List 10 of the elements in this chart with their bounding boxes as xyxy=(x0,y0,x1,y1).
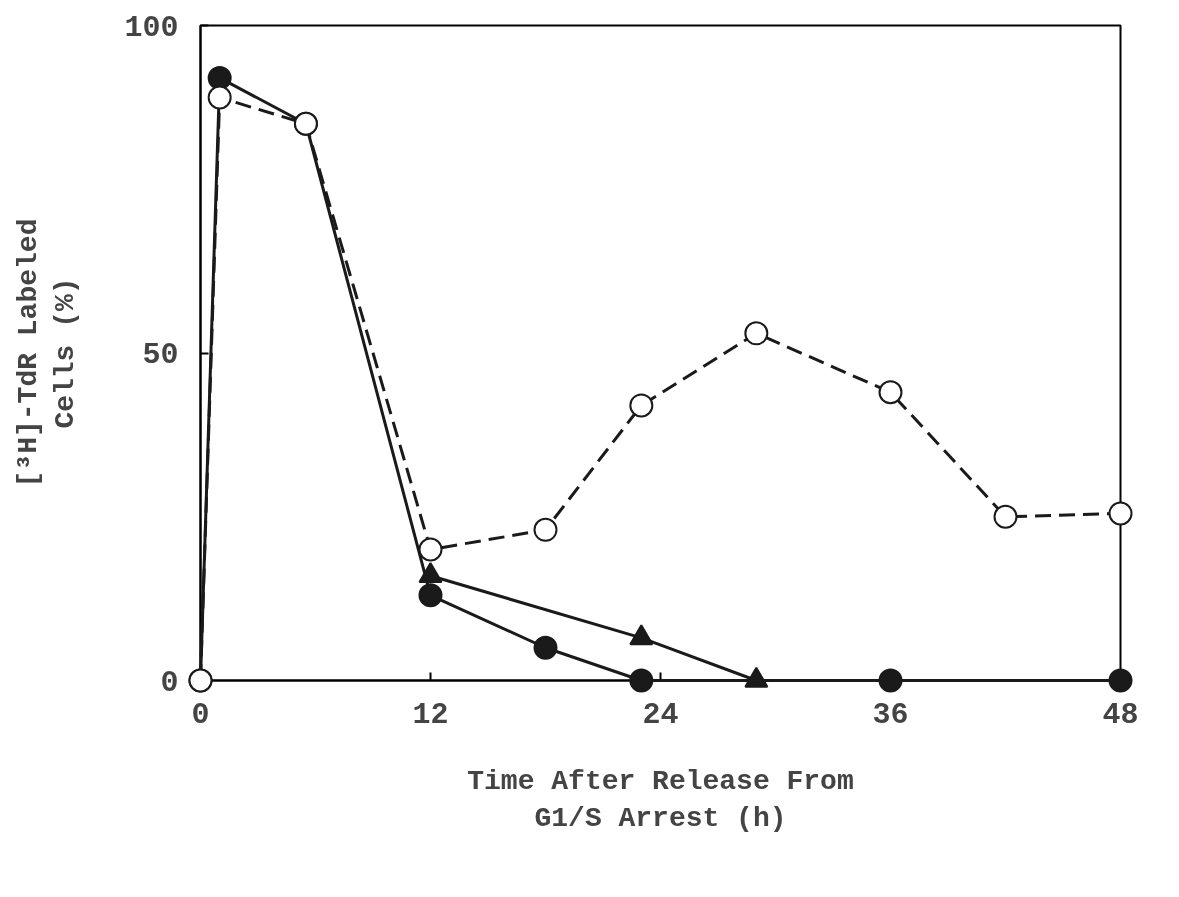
x-tick-label: 48 xyxy=(1102,697,1139,732)
y-tick-label: 0 xyxy=(160,665,179,700)
x-tick-label: 36 xyxy=(872,697,909,732)
y-tick-label: 50 xyxy=(142,338,179,372)
x-tick-label: 24 xyxy=(642,697,679,732)
y-tick-label: 100 xyxy=(124,10,179,45)
x-tick-label: 12 xyxy=(412,697,449,732)
x-axis-title: Time After Release From G1/S Arrest (h) xyxy=(467,765,854,834)
y-axis-title: [³H]-TdR Labeled Cells (%) xyxy=(13,218,82,488)
x-tick-label: 0 xyxy=(191,697,210,732)
